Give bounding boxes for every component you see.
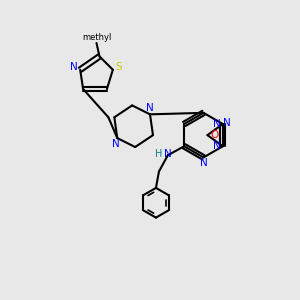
Text: S: S: [116, 62, 122, 72]
Text: methyl: methyl: [82, 33, 111, 42]
Text: N: N: [112, 139, 120, 149]
Text: N: N: [213, 119, 220, 129]
Text: N: N: [224, 118, 231, 128]
Text: N: N: [200, 158, 207, 168]
Text: N: N: [70, 62, 78, 72]
Text: N: N: [146, 103, 154, 113]
Text: N: N: [164, 149, 172, 159]
Text: N: N: [213, 141, 220, 151]
Text: O: O: [210, 130, 218, 140]
Text: H: H: [155, 149, 163, 159]
